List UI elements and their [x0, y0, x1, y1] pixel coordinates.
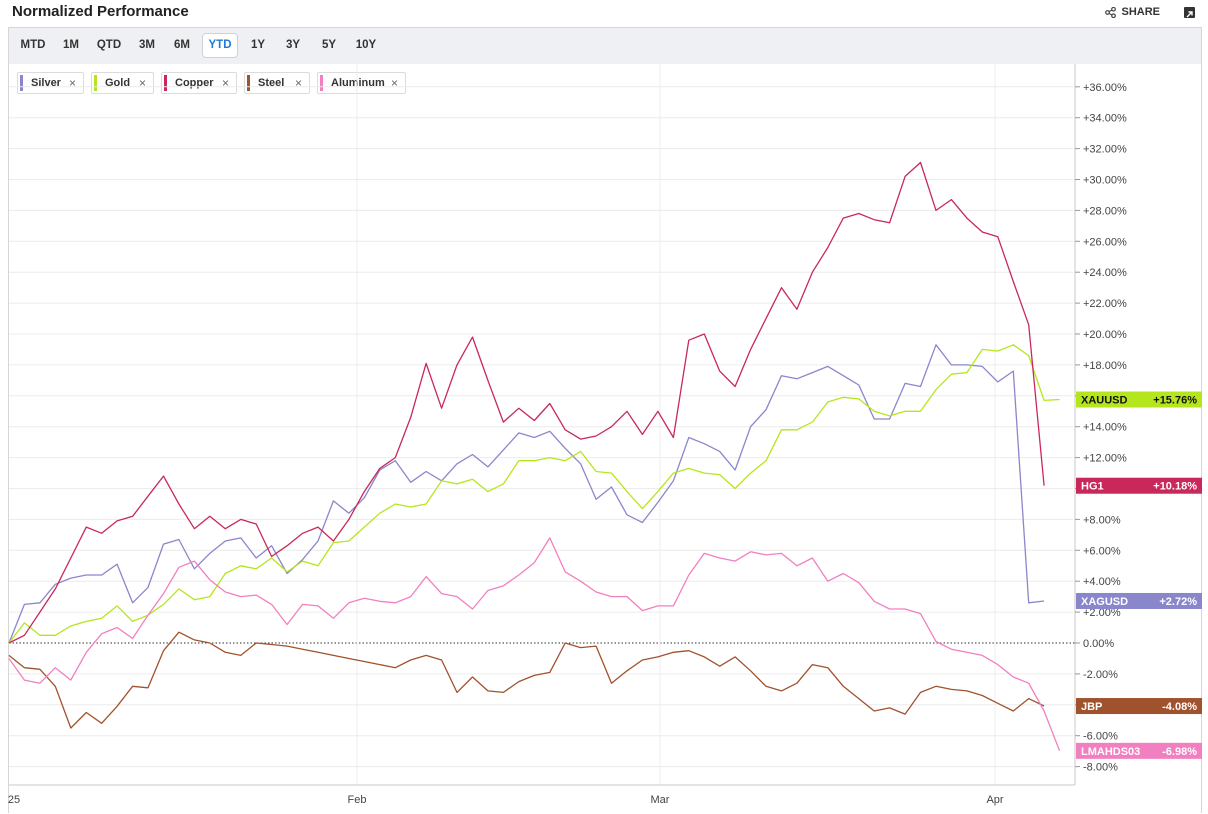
last-value-badge-gold: XAUUSD +15.76%	[1076, 391, 1202, 408]
legend-swatch-gold	[94, 75, 97, 91]
y-tick-label: 0.00%	[1083, 638, 1114, 650]
x-tick-label: Feb	[348, 794, 367, 806]
tab-10y[interactable]: 10Y	[355, 39, 377, 51]
remove-aluminum-icon[interactable]: ×	[390, 76, 398, 90]
last-value-badge-copper: HG1 +10.18%	[1076, 477, 1202, 494]
legend-item-silver[interactable]: Silver ×	[17, 72, 84, 94]
series-line-aluminum	[8, 537, 1061, 752]
tab-3y[interactable]: 3Y	[285, 39, 301, 51]
legend-swatch-copper	[164, 75, 167, 91]
y-tick-label: +8.00%	[1083, 514, 1121, 526]
badge-value: -4.08%	[1162, 701, 1197, 713]
legend-label-aluminum: Aluminum	[331, 77, 385, 89]
share-icon	[1105, 6, 1117, 18]
last-value-badge-aluminum: LMAHDS03 -6.98%	[1076, 742, 1202, 759]
y-tick-label: +22.00%	[1083, 298, 1127, 310]
y-tick-label: +26.00%	[1083, 236, 1127, 248]
last-value-badge-steel: JBP -4.08%	[1076, 698, 1202, 715]
tab-1m[interactable]: 1M	[63, 39, 79, 51]
range-tab-bar: MTD 1M QTD 3M 6M YTD 1Y 3Y 5Y 10Y	[9, 28, 1201, 64]
share-label: SHARE	[1121, 6, 1160, 18]
y-tick-label: +34.00%	[1083, 113, 1127, 125]
badge-symbol: LMAHDS03	[1081, 746, 1140, 758]
last-value-badge-silver: XAGUSD +2.72%	[1076, 592, 1202, 609]
x-tick-label: Apr	[986, 794, 1003, 806]
page-title: Normalized Performance	[12, 3, 189, 20]
badge-symbol: XAUUSD	[1081, 395, 1128, 407]
legend-item-steel[interactable]: Steel ×	[244, 72, 310, 94]
remove-steel-icon[interactable]: ×	[294, 76, 302, 90]
y-tick-label: +14.00%	[1083, 422, 1127, 434]
chart-header: Normalized Performance SHARE	[0, 0, 1208, 26]
y-tick-label: +12.00%	[1083, 453, 1127, 465]
legend-item-copper[interactable]: Copper ×	[161, 72, 237, 94]
badge-symbol: XAGUSD	[1081, 596, 1128, 608]
tab-5y[interactable]: 5Y	[321, 39, 337, 51]
legend-swatch-aluminum	[320, 75, 323, 91]
chart-frame	[8, 27, 1202, 813]
legend-item-aluminum[interactable]: Aluminum ×	[317, 72, 406, 94]
legend-label-silver: Silver	[31, 77, 61, 89]
tab-6m[interactable]: 6M	[174, 39, 190, 51]
y-tick-label: +2.00%	[1083, 607, 1121, 619]
y-tick-label: -6.00%	[1083, 731, 1118, 743]
share-button[interactable]: SHARE	[1105, 6, 1160, 18]
y-tick-label: -8.00%	[1083, 762, 1118, 774]
tab-mtd[interactable]: MTD	[20, 39, 46, 51]
badge-value: +15.76%	[1153, 395, 1197, 407]
legend-label-gold: Gold	[105, 77, 131, 89]
y-tick-label: +18.00%	[1083, 360, 1127, 372]
y-tick-label: +4.00%	[1083, 576, 1121, 588]
badge-value: -6.98%	[1162, 746, 1197, 758]
tab-ytd[interactable]: YTD	[202, 33, 238, 58]
x-tick-label: Mar	[651, 794, 670, 806]
y-tick-label: +28.00%	[1083, 205, 1127, 217]
y-tick-label: +36.00%	[1083, 82, 1127, 94]
x-tick-label: 25	[8, 794, 20, 806]
badge-symbol: HG1	[1081, 481, 1104, 493]
legend-label-copper: Copper	[175, 77, 214, 89]
tab-1y[interactable]: 1Y	[250, 39, 266, 51]
series-line-steel	[8, 631, 1045, 729]
remove-silver-icon[interactable]: ×	[68, 76, 76, 90]
y-tick-label: +6.00%	[1083, 545, 1121, 557]
badge-value: +10.18%	[1153, 481, 1197, 493]
badge-value: +2.72%	[1159, 596, 1197, 608]
series-line-silver	[8, 344, 1045, 644]
legend-item-gold[interactable]: Gold ×	[91, 72, 154, 94]
y-tick-label: +32.00%	[1083, 144, 1127, 156]
badge-symbol: JBP	[1081, 701, 1102, 713]
y-tick-label: -2.00%	[1083, 669, 1118, 681]
tab-3m[interactable]: 3M	[139, 39, 155, 51]
y-tick-label: +20.00%	[1083, 329, 1127, 341]
expand-icon[interactable]	[1184, 7, 1195, 18]
y-tick-label: +24.00%	[1083, 267, 1127, 279]
remove-gold-icon[interactable]: ×	[138, 76, 146, 90]
legend-swatch-steel	[247, 75, 250, 91]
tab-qtd[interactable]: QTD	[96, 39, 122, 51]
series-line-copper	[8, 161, 1045, 644]
legend-label-steel: Steel	[258, 77, 285, 89]
series-line-gold	[8, 344, 1060, 644]
remove-copper-icon[interactable]: ×	[221, 76, 229, 90]
legend-swatch-silver	[20, 75, 23, 91]
y-tick-label: +30.00%	[1083, 175, 1127, 187]
